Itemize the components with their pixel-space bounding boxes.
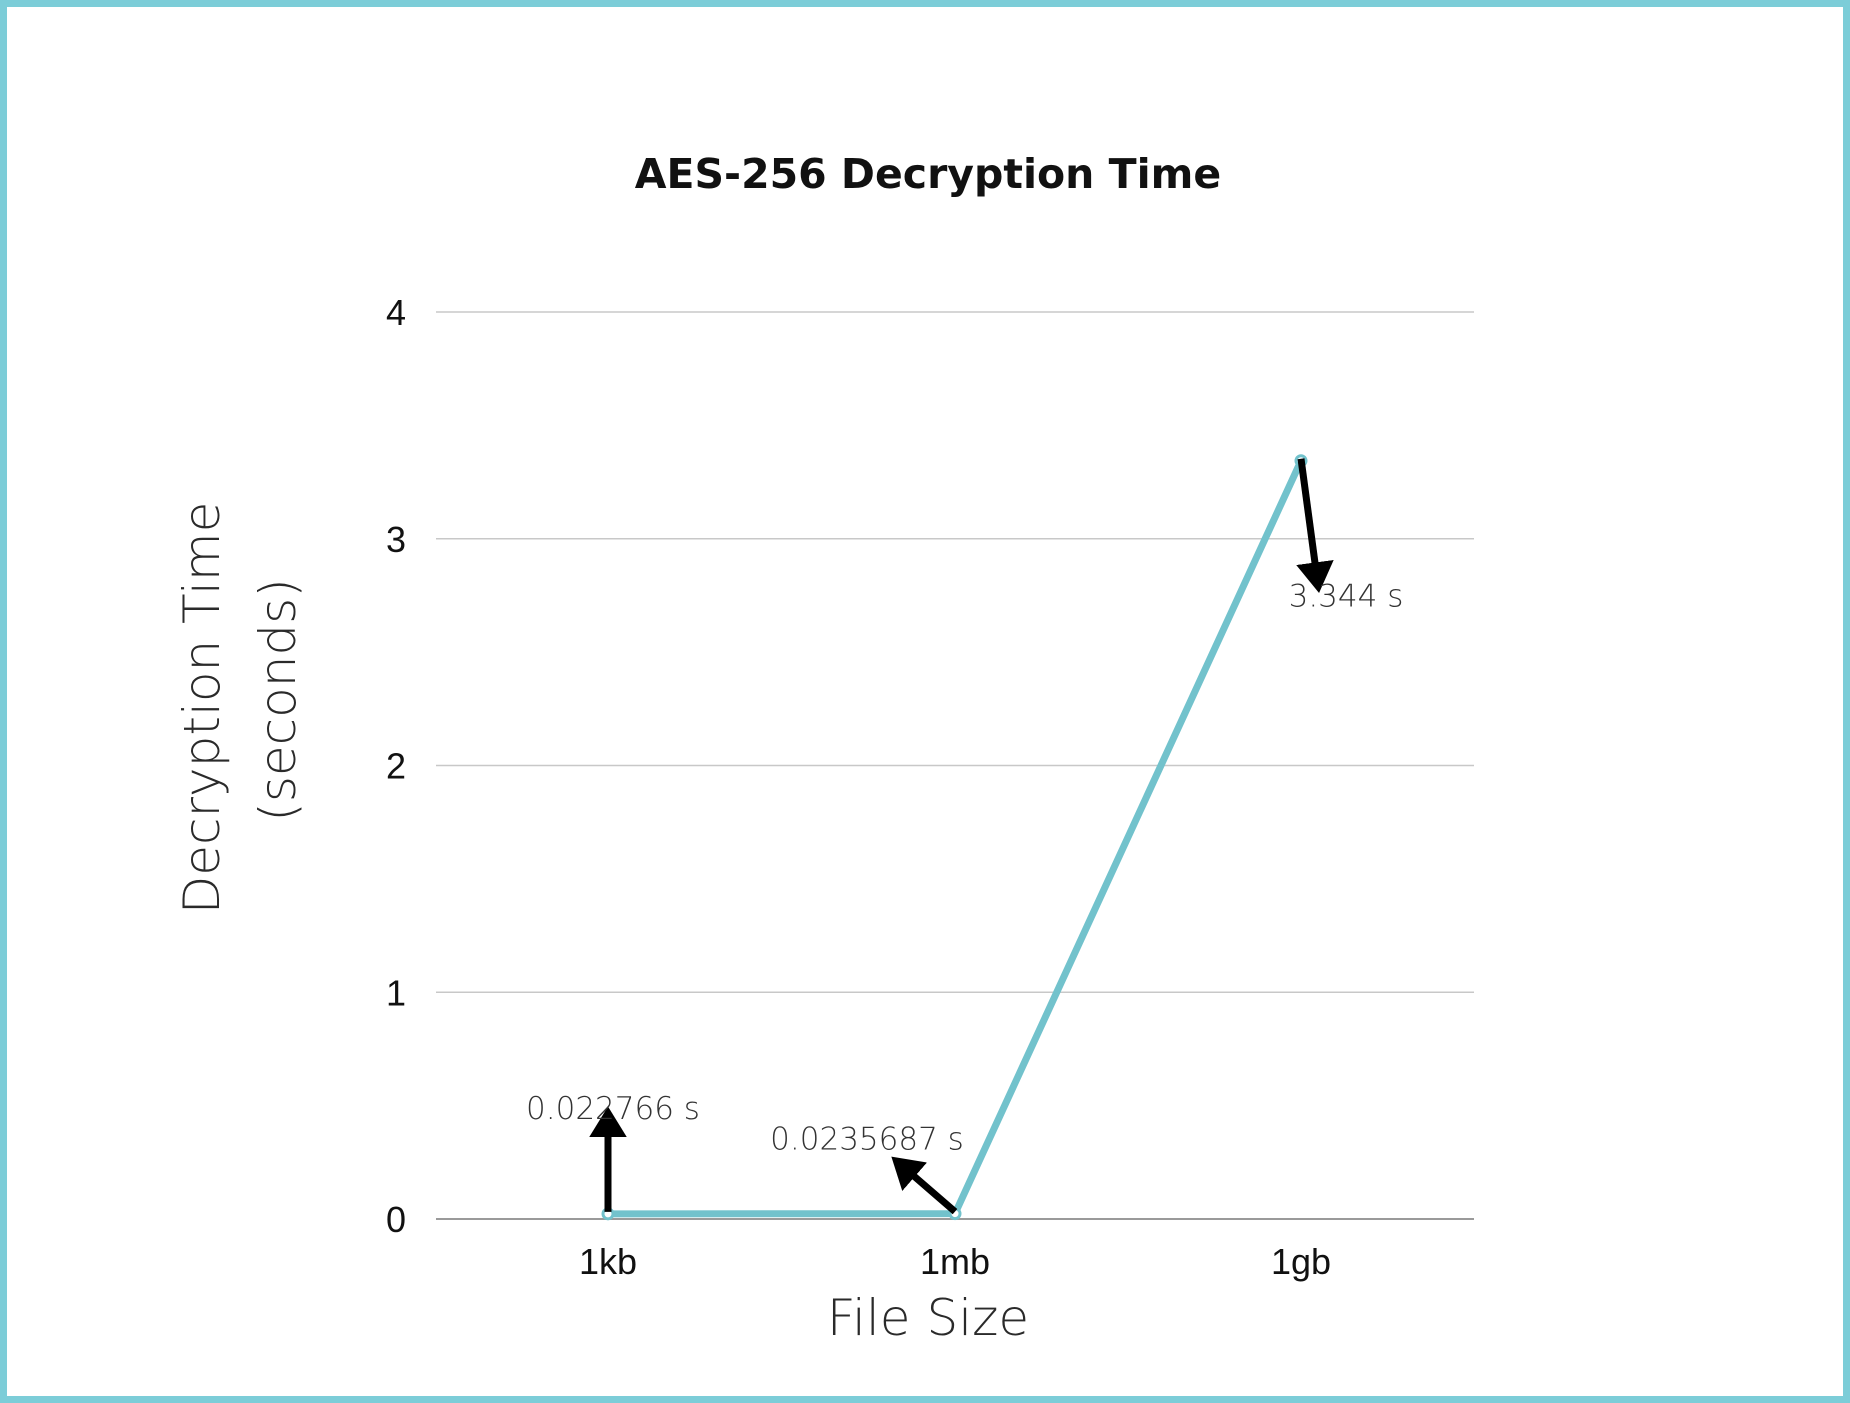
x-axis-title: File Size	[827, 1289, 1029, 1347]
data-label: 3.344 s	[1289, 579, 1404, 615]
chart-title: AES-256 Decryption Time	[635, 150, 1221, 198]
y-tick-label: 1	[386, 972, 406, 1013]
data-annotations: 0.022766 s 0.0235687 s 3.344 s	[526, 458, 1404, 1215]
data-label: 0.0235687 s	[770, 1122, 964, 1158]
y-axis-title-group: Decryption Time (seconds)	[173, 486, 307, 915]
y-tick-label: 3	[386, 519, 406, 560]
x-tick-label: 1mb	[920, 1241, 990, 1282]
y-axis-title-line-1: Decryption Time	[173, 502, 231, 915]
y-axis-title: Decryption Time (seconds)	[173, 486, 307, 915]
data-label: 0.022766 s	[526, 1091, 700, 1127]
y-tick-label: 2	[386, 746, 406, 787]
x-tick-label: 1gb	[1271, 1241, 1331, 1282]
y-tick-label: 4	[386, 292, 406, 333]
y-axis-title-line-2: (seconds)	[249, 578, 307, 821]
y-tick-label: 0	[386, 1199, 406, 1240]
series-line	[607, 459, 1305, 1218]
x-axis-ticks: 1kb 1mb 1gb	[579, 1241, 1331, 1282]
gridlines	[436, 311, 1474, 1220]
series-decryption-time	[601, 454, 1308, 1221]
y-axis-ticks: 0 1 2 3 4	[386, 292, 406, 1240]
x-tick-label: 1kb	[579, 1241, 637, 1282]
annotation-arrow	[891, 1156, 958, 1215]
annotation-arrow	[1296, 458, 1334, 594]
